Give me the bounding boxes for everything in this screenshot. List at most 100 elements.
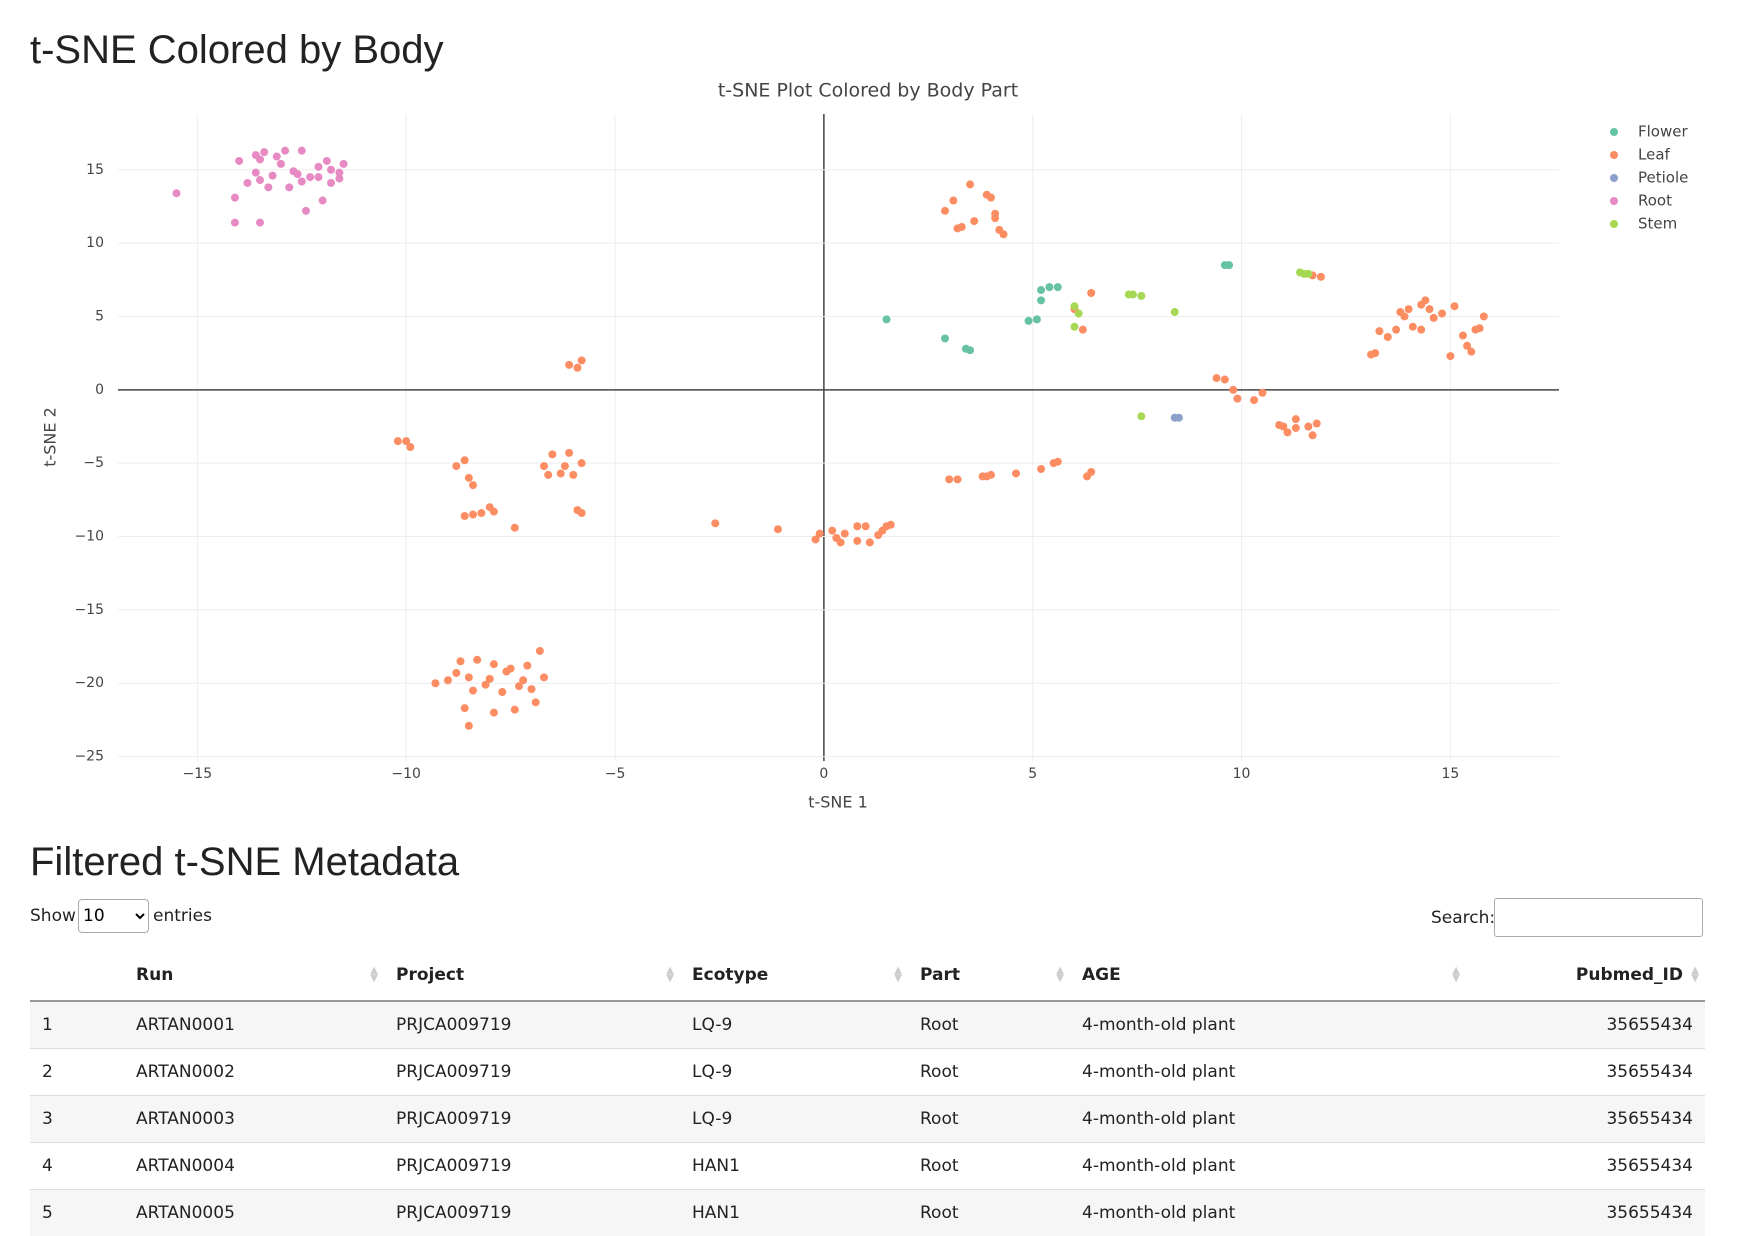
column-name: Part [920, 965, 960, 985]
point [1037, 286, 1045, 294]
y-tick-label: 0 [95, 382, 104, 398]
point [461, 704, 469, 712]
column-header[interactable]: Run ▲▼ [124, 950, 384, 1001]
table-cell: 2 [30, 1049, 124, 1096]
table-cell: HAN1 [680, 1143, 908, 1190]
point [335, 175, 343, 183]
point [1467, 348, 1475, 356]
table-cell: Root [908, 1143, 1070, 1190]
point [477, 509, 485, 517]
legend-label[interactable]: Stem [1638, 215, 1677, 233]
column-name: Pubmed_ID [1576, 965, 1683, 985]
point [569, 471, 577, 479]
point [991, 214, 999, 222]
table-title: Filtered t-SNE Metadata [30, 840, 459, 885]
x-tick-label: −5 [605, 766, 626, 782]
point [1313, 420, 1321, 428]
legend-label[interactable]: Petiole [1638, 169, 1688, 187]
point [327, 179, 335, 187]
point [1409, 323, 1417, 331]
x-tick-label: −15 [183, 766, 213, 782]
point [1229, 386, 1237, 394]
page-length-select[interactable]: 10 [78, 899, 149, 933]
legend-label[interactable]: Flower [1638, 123, 1688, 141]
chart-title: t-SNE Plot Colored by Body Part [718, 80, 1018, 102]
point [172, 189, 180, 197]
legend-label[interactable]: Leaf [1638, 146, 1671, 164]
sort-icon: ▲▼ [1452, 967, 1460, 983]
point [1054, 458, 1062, 466]
table-cell: PRJCA009719 [384, 1143, 680, 1190]
point [1309, 431, 1317, 439]
x-tick-label: 10 [1233, 766, 1251, 782]
point [314, 173, 322, 181]
point [1400, 312, 1408, 320]
sort-icon: ▲▼ [1056, 967, 1064, 983]
point [578, 509, 586, 517]
point [987, 194, 995, 202]
legend-marker [1610, 151, 1618, 159]
point [970, 217, 978, 225]
table-cell: ARTAN0002 [124, 1049, 384, 1096]
column-header[interactable]: Project▲▼ [384, 950, 680, 1001]
point [1417, 326, 1425, 334]
point [887, 521, 895, 529]
point [966, 180, 974, 188]
point [999, 230, 1007, 238]
column-header[interactable]: Pubmed_ID ▲▼ [1466, 950, 1705, 1001]
point [1012, 469, 1020, 477]
metadata-table: Run▲▼Project▲▼Ecotype▲▼Part▲▼AGE▲▼Pubmed… [30, 950, 1705, 1236]
table-cell: 35655434 [1466, 1143, 1705, 1190]
sort-icon: ▲▼ [666, 967, 674, 983]
point [1250, 396, 1258, 404]
table-cell: ARTAN0004 [124, 1143, 384, 1190]
point [456, 657, 464, 665]
legend-label[interactable]: Root [1638, 192, 1672, 210]
legend: Flower Leaf Petiole Root Stem [1610, 123, 1688, 233]
point [281, 147, 289, 155]
table-cell: ARTAN0005 [124, 1190, 384, 1236]
column-header[interactable]: AGE▲▼ [1070, 950, 1466, 1001]
column-header[interactable]: Ecotype▲▼ [680, 950, 908, 1001]
point [1037, 296, 1045, 304]
point [243, 179, 251, 187]
column-name: Run [136, 965, 173, 985]
point [828, 527, 836, 535]
table-cell: LQ-9 [680, 1001, 908, 1049]
search-input[interactable] [1494, 898, 1703, 937]
legend-marker [1610, 128, 1618, 136]
point [302, 207, 310, 215]
point [548, 450, 556, 458]
point [469, 481, 477, 489]
sort-icon: ▲▼ [370, 967, 378, 983]
column-header[interactable]: Part ▲▼ [908, 950, 1070, 1001]
points [172, 147, 1487, 730]
point [490, 660, 498, 668]
point [853, 522, 861, 530]
point [490, 709, 498, 717]
table-cell: 4-month-old plant [1070, 1049, 1466, 1096]
point [1054, 283, 1062, 291]
table-cell: 5 [30, 1190, 124, 1236]
sort-icon: ▲▼ [1691, 967, 1699, 983]
point [1233, 395, 1241, 403]
table-cell: PRJCA009719 [384, 1096, 680, 1143]
point [1070, 323, 1078, 331]
column-header[interactable] [30, 950, 124, 1001]
point [1292, 415, 1300, 423]
point [866, 538, 874, 546]
point [1375, 327, 1383, 335]
point [1075, 310, 1083, 318]
table-cell: 4-month-old plant [1070, 1143, 1466, 1190]
y-axis-title: t-SNE 2 [41, 407, 60, 467]
point [519, 676, 527, 684]
point [1371, 349, 1379, 357]
point [1225, 261, 1233, 269]
x-axis-title: t-SNE 1 [808, 793, 868, 812]
point [573, 364, 581, 372]
table-cell: PRJCA009719 [384, 1001, 680, 1049]
